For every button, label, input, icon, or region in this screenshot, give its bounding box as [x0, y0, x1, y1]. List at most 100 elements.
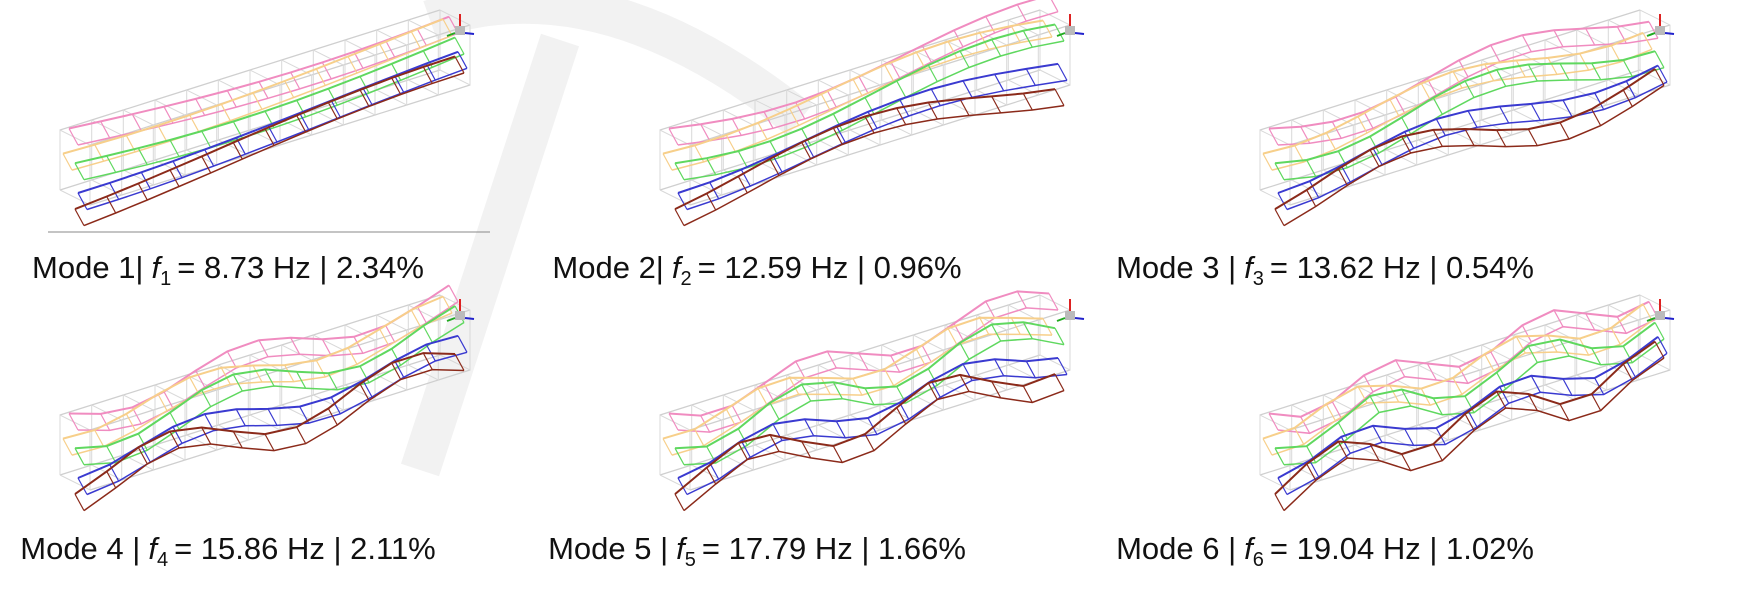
wire — [832, 381, 843, 399]
mode-caption: Mode 6 | f6 = 19.04 Hz | 1.02% — [1116, 531, 1534, 572]
wire — [912, 334, 944, 411]
wire — [195, 370, 206, 388]
wire — [884, 64, 895, 82]
wire — [700, 415, 711, 433]
wire — [422, 352, 433, 370]
wire — [77, 477, 88, 495]
axis-y — [1074, 32, 1085, 35]
wire — [172, 426, 183, 444]
wire — [189, 114, 200, 132]
wire — [884, 368, 895, 386]
wire — [731, 118, 742, 136]
wire — [1499, 106, 1510, 124]
wire — [157, 393, 168, 411]
wire — [674, 493, 685, 511]
wire — [820, 93, 831, 111]
axis-y — [1074, 317, 1085, 320]
wire — [296, 115, 307, 133]
wire — [140, 445, 151, 463]
wire — [422, 325, 433, 343]
wire — [1010, 317, 1021, 335]
wire — [296, 100, 307, 118]
wire — [706, 467, 717, 485]
sym: f — [1244, 531, 1253, 566]
wire — [772, 155, 783, 173]
wire — [899, 402, 910, 420]
axis-icon — [1655, 311, 1665, 320]
wire — [817, 79, 849, 156]
wire — [826, 90, 837, 108]
wire — [1386, 89, 1418, 166]
wire — [1259, 414, 1291, 491]
wire — [407, 19, 439, 96]
wire — [668, 128, 679, 146]
wire — [864, 387, 875, 405]
wire — [1369, 136, 1380, 154]
wire — [394, 75, 405, 93]
wire — [1401, 453, 1412, 471]
wire — [1496, 391, 1507, 409]
wire — [804, 140, 815, 158]
wire — [1449, 354, 1481, 431]
wire — [668, 413, 679, 431]
wire — [347, 347, 358, 365]
wire — [74, 208, 85, 226]
wire — [416, 306, 427, 324]
wire — [1648, 21, 1659, 39]
wire — [359, 89, 370, 107]
wire — [1610, 327, 1621, 345]
wire — [740, 169, 751, 187]
axis-y — [464, 317, 475, 320]
wire — [330, 397, 341, 415]
wire — [1372, 425, 1383, 443]
wire — [284, 364, 295, 382]
wire — [757, 122, 768, 140]
wire — [1268, 128, 1279, 146]
wire — [1547, 57, 1558, 75]
wire — [740, 440, 751, 458]
wire — [226, 351, 237, 369]
axis-y — [1664, 32, 1675, 35]
wire — [226, 90, 237, 108]
wire — [1452, 377, 1463, 395]
wire — [137, 433, 148, 451]
wire — [1395, 96, 1406, 114]
wire — [154, 99, 186, 176]
wire — [1607, 304, 1639, 381]
wire — [1654, 50, 1665, 68]
wire — [359, 383, 370, 401]
wire — [731, 405, 742, 423]
wire — [817, 364, 849, 441]
wire — [1512, 334, 1544, 411]
wire — [376, 29, 408, 106]
wire — [448, 285, 459, 303]
wire — [100, 413, 111, 431]
wire — [169, 169, 180, 187]
wire — [410, 31, 421, 49]
wire — [407, 304, 439, 381]
sub: 3 — [1252, 268, 1264, 291]
wire — [106, 445, 117, 463]
wire — [1007, 19, 1039, 96]
wire — [1464, 128, 1475, 146]
wire — [1527, 345, 1538, 363]
wire — [1354, 384, 1386, 461]
wire — [416, 28, 427, 46]
wire — [962, 80, 973, 98]
wire — [74, 493, 85, 511]
wire — [376, 314, 408, 391]
wire — [881, 344, 913, 421]
wire — [1496, 69, 1507, 87]
wire — [1553, 309, 1564, 327]
wire — [1420, 83, 1431, 101]
wire — [706, 193, 717, 211]
wire — [267, 408, 278, 426]
wire — [1322, 109, 1354, 186]
wire — [249, 69, 281, 146]
sym: f — [1244, 250, 1253, 285]
wire — [1547, 335, 1558, 353]
prefix: Mode 3 | — [1116, 250, 1237, 285]
wire — [281, 59, 313, 136]
wire — [327, 88, 338, 106]
